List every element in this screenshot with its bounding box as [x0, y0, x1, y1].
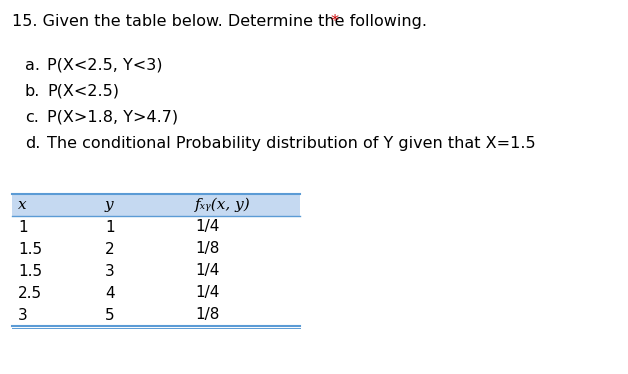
Text: 2: 2: [105, 242, 115, 257]
Text: x: x: [18, 198, 26, 212]
Text: 1: 1: [105, 220, 115, 234]
Text: 2.5: 2.5: [18, 285, 42, 300]
Text: 1/8: 1/8: [195, 242, 219, 257]
Text: P(X<2.5): P(X<2.5): [47, 84, 119, 99]
Text: 1.5: 1.5: [18, 264, 42, 279]
Text: 1/8: 1/8: [195, 307, 219, 322]
Text: 1/4: 1/4: [195, 285, 219, 300]
Text: 1: 1: [18, 220, 28, 234]
Text: fₓᵧ(x, y): fₓᵧ(x, y): [195, 198, 251, 212]
Text: 4: 4: [105, 285, 115, 300]
Text: P(X<2.5, Y<3): P(X<2.5, Y<3): [47, 58, 163, 73]
Text: y: y: [105, 198, 114, 212]
Text: 1/4: 1/4: [195, 220, 219, 234]
Text: P(X>1.8, Y>4.7): P(X>1.8, Y>4.7): [47, 110, 178, 125]
Text: 5: 5: [105, 307, 115, 322]
Text: d.: d.: [25, 136, 40, 151]
Text: b.: b.: [25, 84, 40, 99]
Text: *: *: [326, 14, 338, 29]
Text: c.: c.: [25, 110, 39, 125]
Text: a.: a.: [25, 58, 40, 73]
Text: 15. Given the table below. Determine the following.: 15. Given the table below. Determine the…: [12, 14, 427, 29]
Text: 1/4: 1/4: [195, 264, 219, 279]
Text: The conditional Probability distribution of Y given that X=1.5: The conditional Probability distribution…: [47, 136, 536, 151]
Text: 1.5: 1.5: [18, 242, 42, 257]
Text: 3: 3: [105, 264, 115, 279]
Text: 3: 3: [18, 307, 28, 322]
